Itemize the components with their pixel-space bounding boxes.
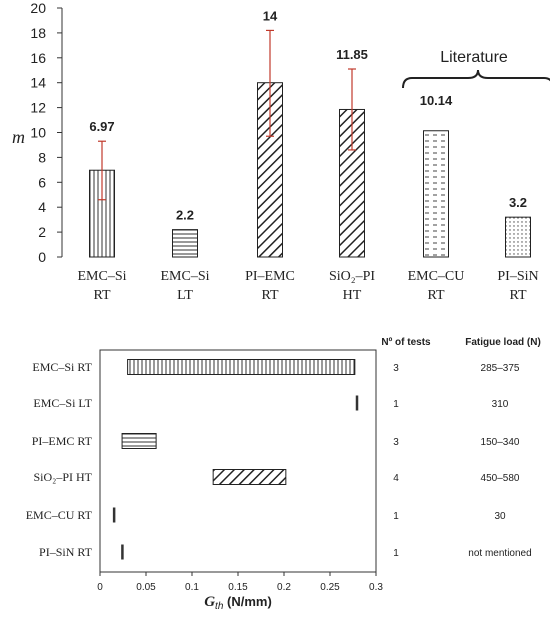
top-y-tick-label: 2	[38, 224, 46, 240]
top-category-label: EMC–CU	[408, 269, 465, 284]
top-value-labels: 6.97 2.2 14 11.85 10.14 3.2	[89, 8, 527, 222]
bottom-row-tests: 3	[393, 437, 399, 448]
bottom-row-load: 30	[494, 511, 506, 522]
top-y-tick-label: 14	[30, 75, 46, 91]
top-bar	[172, 229, 198, 258]
bottom-x-tick-label: 0.05	[136, 582, 156, 593]
top-y-tick-label: 12	[30, 100, 46, 116]
literature-bracket-shape	[402, 69, 550, 89]
x-label-g: G	[204, 594, 215, 610]
bottom-range-bar	[112, 507, 116, 523]
bottom-x-tick-label: 0.1	[185, 582, 199, 593]
top-bars	[89, 82, 531, 258]
bottom-x-axis-label: Gth (N/mm)	[204, 594, 272, 612]
top-value-label: 6.97	[89, 119, 114, 134]
top-y-tick-label: 10	[30, 125, 46, 141]
top-bar	[505, 216, 531, 258]
bottom-row: EMC–Si LT 1 310	[33, 395, 509, 411]
bottom-rows: EMC–Si RT 3 285–375 EMC–Si LT 1 310 PI–EMC RT 3…	[26, 359, 532, 560]
bottom-row: PI–EMC RT 3 150–340	[32, 433, 520, 449]
x-label-sub: th	[215, 601, 224, 612]
top-category-labels: EMC–Si RT EMC–Si LT PI–EMC RT SiO₂–PI HT EMC–CU R…	[77, 269, 538, 303]
bottom-range-bar	[127, 359, 356, 375]
top-y-tick-label: 18	[30, 25, 46, 41]
bottom-row-label: EMC–Si LT	[33, 396, 92, 410]
top-bar	[423, 130, 449, 258]
bottom-row: SiO₂–PI HT 4 450–580	[33, 469, 520, 485]
bottom-chart: Nº of tests Fatigue load (N) EMC–Si RT 3 2…	[26, 337, 541, 612]
bottom-row-label: EMC–Si RT	[32, 360, 92, 374]
top-y-tick-label: 20	[30, 0, 46, 16]
top-chart: 0 2 4 6 8 10 12 14 16 18 20 m 6.97 2.2 14 11.85 10.14 3…	[12, 0, 550, 303]
bottom-x-tick-label: 0	[97, 582, 103, 593]
bottom-x-tick-label: 0.3	[369, 582, 383, 593]
top-category-label: PI–SiN	[497, 269, 538, 284]
bottom-row: PI–SiN RT 1 not mentioned	[39, 544, 532, 560]
bottom-row: EMC–CU RT 1 30	[26, 507, 506, 523]
top-y-ticks: 0 2 4 6 8 10 12 14 16 18 20	[30, 0, 62, 265]
top-y-tick-label: 0	[38, 249, 46, 265]
top-category-label: RT	[261, 288, 278, 303]
top-category-label: PI–EMC	[245, 269, 295, 284]
bottom-plot-frame	[99, 349, 377, 573]
col-header-tests: Nº of tests	[381, 337, 431, 348]
bottom-plot-area	[99, 349, 377, 573]
top-category-label: RT	[93, 288, 110, 303]
bottom-range-bar	[212, 469, 287, 485]
bottom-row-tests: 1	[393, 548, 399, 559]
bottom-row-label: PI–SiN RT	[39, 545, 93, 559]
bottom-row-load: 150–340	[481, 437, 520, 448]
literature-bracket: Literature	[402, 49, 550, 89]
bottom-row-tests: 1	[393, 511, 399, 522]
bottom-row-label: PI–EMC RT	[32, 434, 93, 448]
bottom-row-tests: 3	[393, 363, 399, 374]
bottom-row-load: 310	[492, 399, 509, 410]
top-category-label: EMC–Si	[77, 269, 126, 284]
top-y-axis-label: m	[12, 127, 25, 147]
literature-label: Literature	[440, 49, 508, 66]
bottom-range-bar	[121, 544, 124, 560]
bottom-row-load: 285–375	[481, 363, 520, 374]
top-y-tick-label: 4	[38, 199, 46, 215]
top-y-tick-label: 16	[30, 50, 46, 66]
bottom-row-label: EMC–CU RT	[26, 508, 93, 522]
bottom-x-tick-label: 0.2	[277, 582, 291, 593]
top-y-tick-label: 8	[38, 149, 46, 165]
top-y-tick-label: 6	[38, 174, 46, 190]
top-value-label: 11.85	[336, 47, 368, 62]
top-value-label: 10.14	[420, 93, 453, 108]
top-category-label: RT	[509, 288, 526, 303]
top-category-label: RT	[427, 288, 444, 303]
top-category-label: SiO₂–PI	[329, 269, 375, 284]
col-header-load: Fatigue load (N)	[465, 337, 541, 348]
bottom-x-tick-label: 0.15	[228, 582, 248, 593]
bottom-row-load: not mentioned	[468, 548, 531, 559]
bottom-x-ticks: 0 0.05 0.1 0.15 0.2 0.25 0.3	[97, 572, 383, 593]
top-category-label: EMC–Si	[160, 269, 209, 284]
bottom-x-tick-label: 0.25	[320, 582, 340, 593]
bottom-row-load: 450–580	[481, 473, 520, 484]
top-value-label: 3.2	[509, 195, 527, 210]
top-value-label: 2.2	[176, 208, 194, 223]
bottom-row: EMC–Si RT 3 285–375	[32, 359, 520, 375]
bottom-range-bar	[355, 395, 359, 411]
bottom-row-label: SiO₂–PI HT	[33, 470, 92, 484]
top-category-label: HT	[343, 288, 362, 303]
bottom-range-bar	[121, 433, 157, 449]
bottom-row-tests: 1	[393, 399, 399, 410]
top-error-bars	[98, 29, 356, 201]
x-label-unit: (N/mm)	[223, 594, 271, 609]
top-value-label: 14	[263, 8, 278, 23]
bottom-row-tests: 4	[393, 473, 399, 484]
top-category-label: LT	[177, 288, 193, 303]
